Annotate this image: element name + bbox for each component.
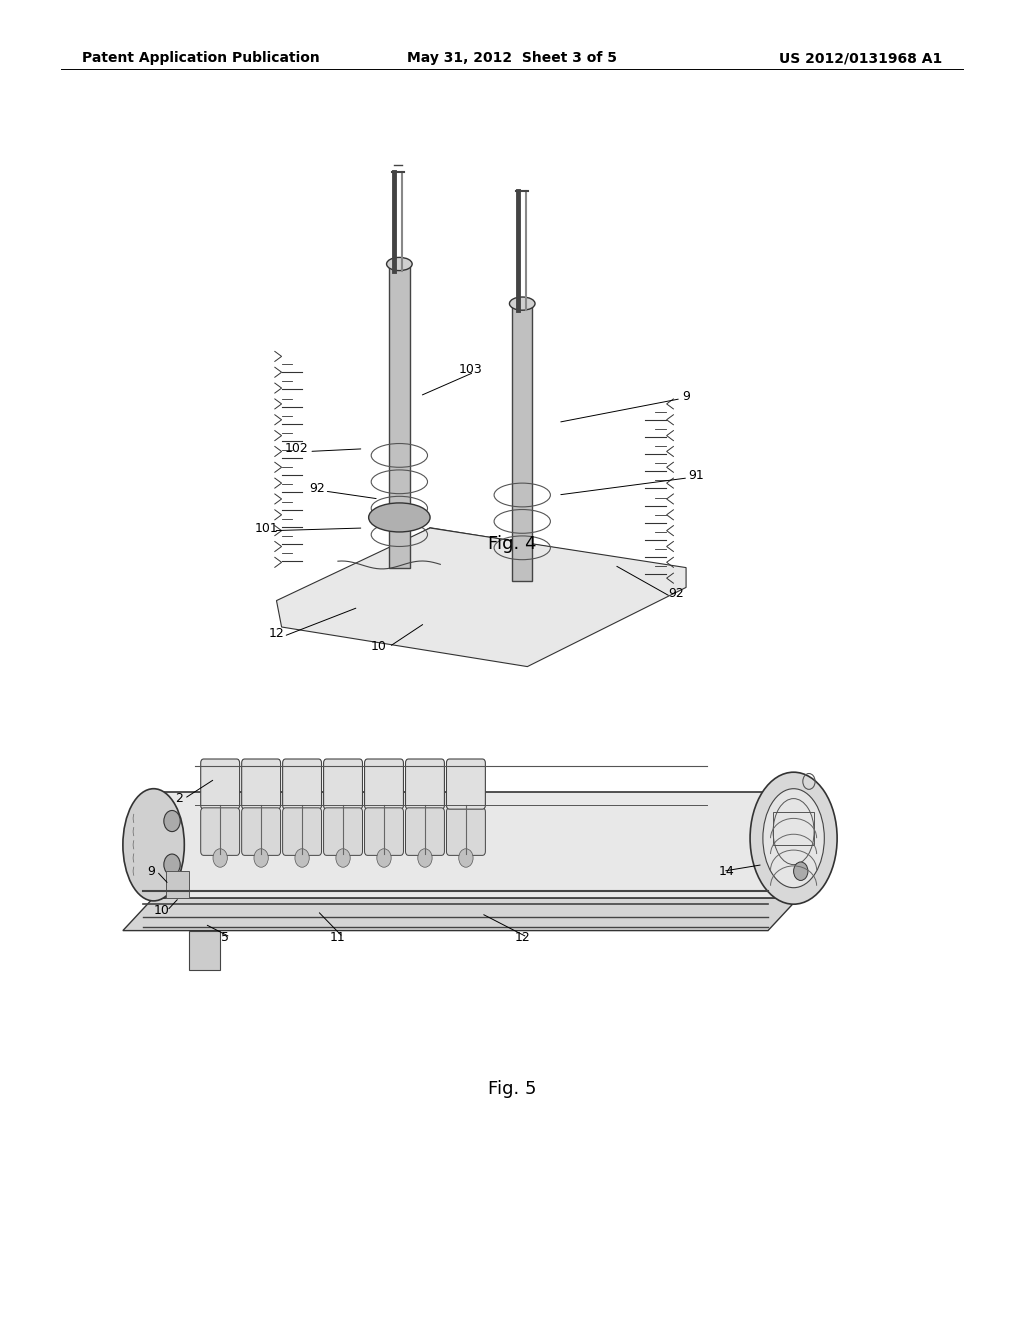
Text: 91: 91: [688, 469, 705, 482]
Circle shape: [418, 849, 432, 867]
Text: Fig. 4: Fig. 4: [487, 535, 537, 553]
FancyBboxPatch shape: [324, 759, 362, 809]
Text: 2: 2: [175, 792, 183, 805]
Polygon shape: [154, 792, 799, 898]
Ellipse shape: [763, 789, 824, 887]
Ellipse shape: [123, 789, 184, 902]
Circle shape: [336, 849, 350, 867]
FancyBboxPatch shape: [365, 759, 403, 809]
FancyBboxPatch shape: [406, 808, 444, 855]
Text: 92: 92: [668, 587, 684, 601]
Circle shape: [377, 849, 391, 867]
FancyBboxPatch shape: [283, 808, 322, 855]
Text: 92: 92: [309, 482, 326, 495]
Circle shape: [164, 810, 180, 832]
Text: 9: 9: [147, 865, 156, 878]
Polygon shape: [189, 931, 220, 970]
FancyBboxPatch shape: [406, 759, 444, 809]
FancyBboxPatch shape: [242, 759, 281, 809]
Text: 11: 11: [330, 931, 346, 944]
Text: Patent Application Publication: Patent Application Publication: [82, 51, 319, 65]
Text: 10: 10: [371, 640, 387, 653]
FancyBboxPatch shape: [446, 759, 485, 809]
Circle shape: [164, 854, 180, 875]
Text: 103: 103: [459, 363, 483, 376]
Text: US 2012/0131968 A1: US 2012/0131968 A1: [779, 51, 942, 65]
Ellipse shape: [750, 772, 838, 904]
Circle shape: [794, 862, 808, 880]
Circle shape: [295, 849, 309, 867]
FancyBboxPatch shape: [201, 808, 240, 855]
Text: 12: 12: [514, 931, 530, 944]
Text: 10: 10: [154, 904, 170, 917]
FancyBboxPatch shape: [446, 808, 485, 855]
Polygon shape: [123, 898, 799, 931]
Polygon shape: [276, 528, 686, 667]
FancyBboxPatch shape: [324, 808, 362, 855]
FancyBboxPatch shape: [365, 808, 403, 855]
Text: 101: 101: [254, 521, 279, 535]
Ellipse shape: [369, 503, 430, 532]
Polygon shape: [512, 304, 532, 581]
FancyBboxPatch shape: [201, 759, 240, 809]
Text: 9: 9: [682, 389, 690, 403]
FancyBboxPatch shape: [242, 808, 281, 855]
Ellipse shape: [387, 257, 413, 271]
Ellipse shape: [510, 297, 535, 310]
Polygon shape: [389, 264, 410, 568]
Text: 14: 14: [719, 865, 735, 878]
Text: 5: 5: [221, 931, 229, 944]
Text: 12: 12: [268, 627, 285, 640]
Text: 102: 102: [285, 442, 309, 455]
Text: Fig. 5: Fig. 5: [487, 1080, 537, 1098]
Circle shape: [213, 849, 227, 867]
Text: May 31, 2012  Sheet 3 of 5: May 31, 2012 Sheet 3 of 5: [407, 51, 617, 65]
Circle shape: [254, 849, 268, 867]
Polygon shape: [166, 871, 189, 898]
Circle shape: [459, 849, 473, 867]
FancyBboxPatch shape: [283, 759, 322, 809]
